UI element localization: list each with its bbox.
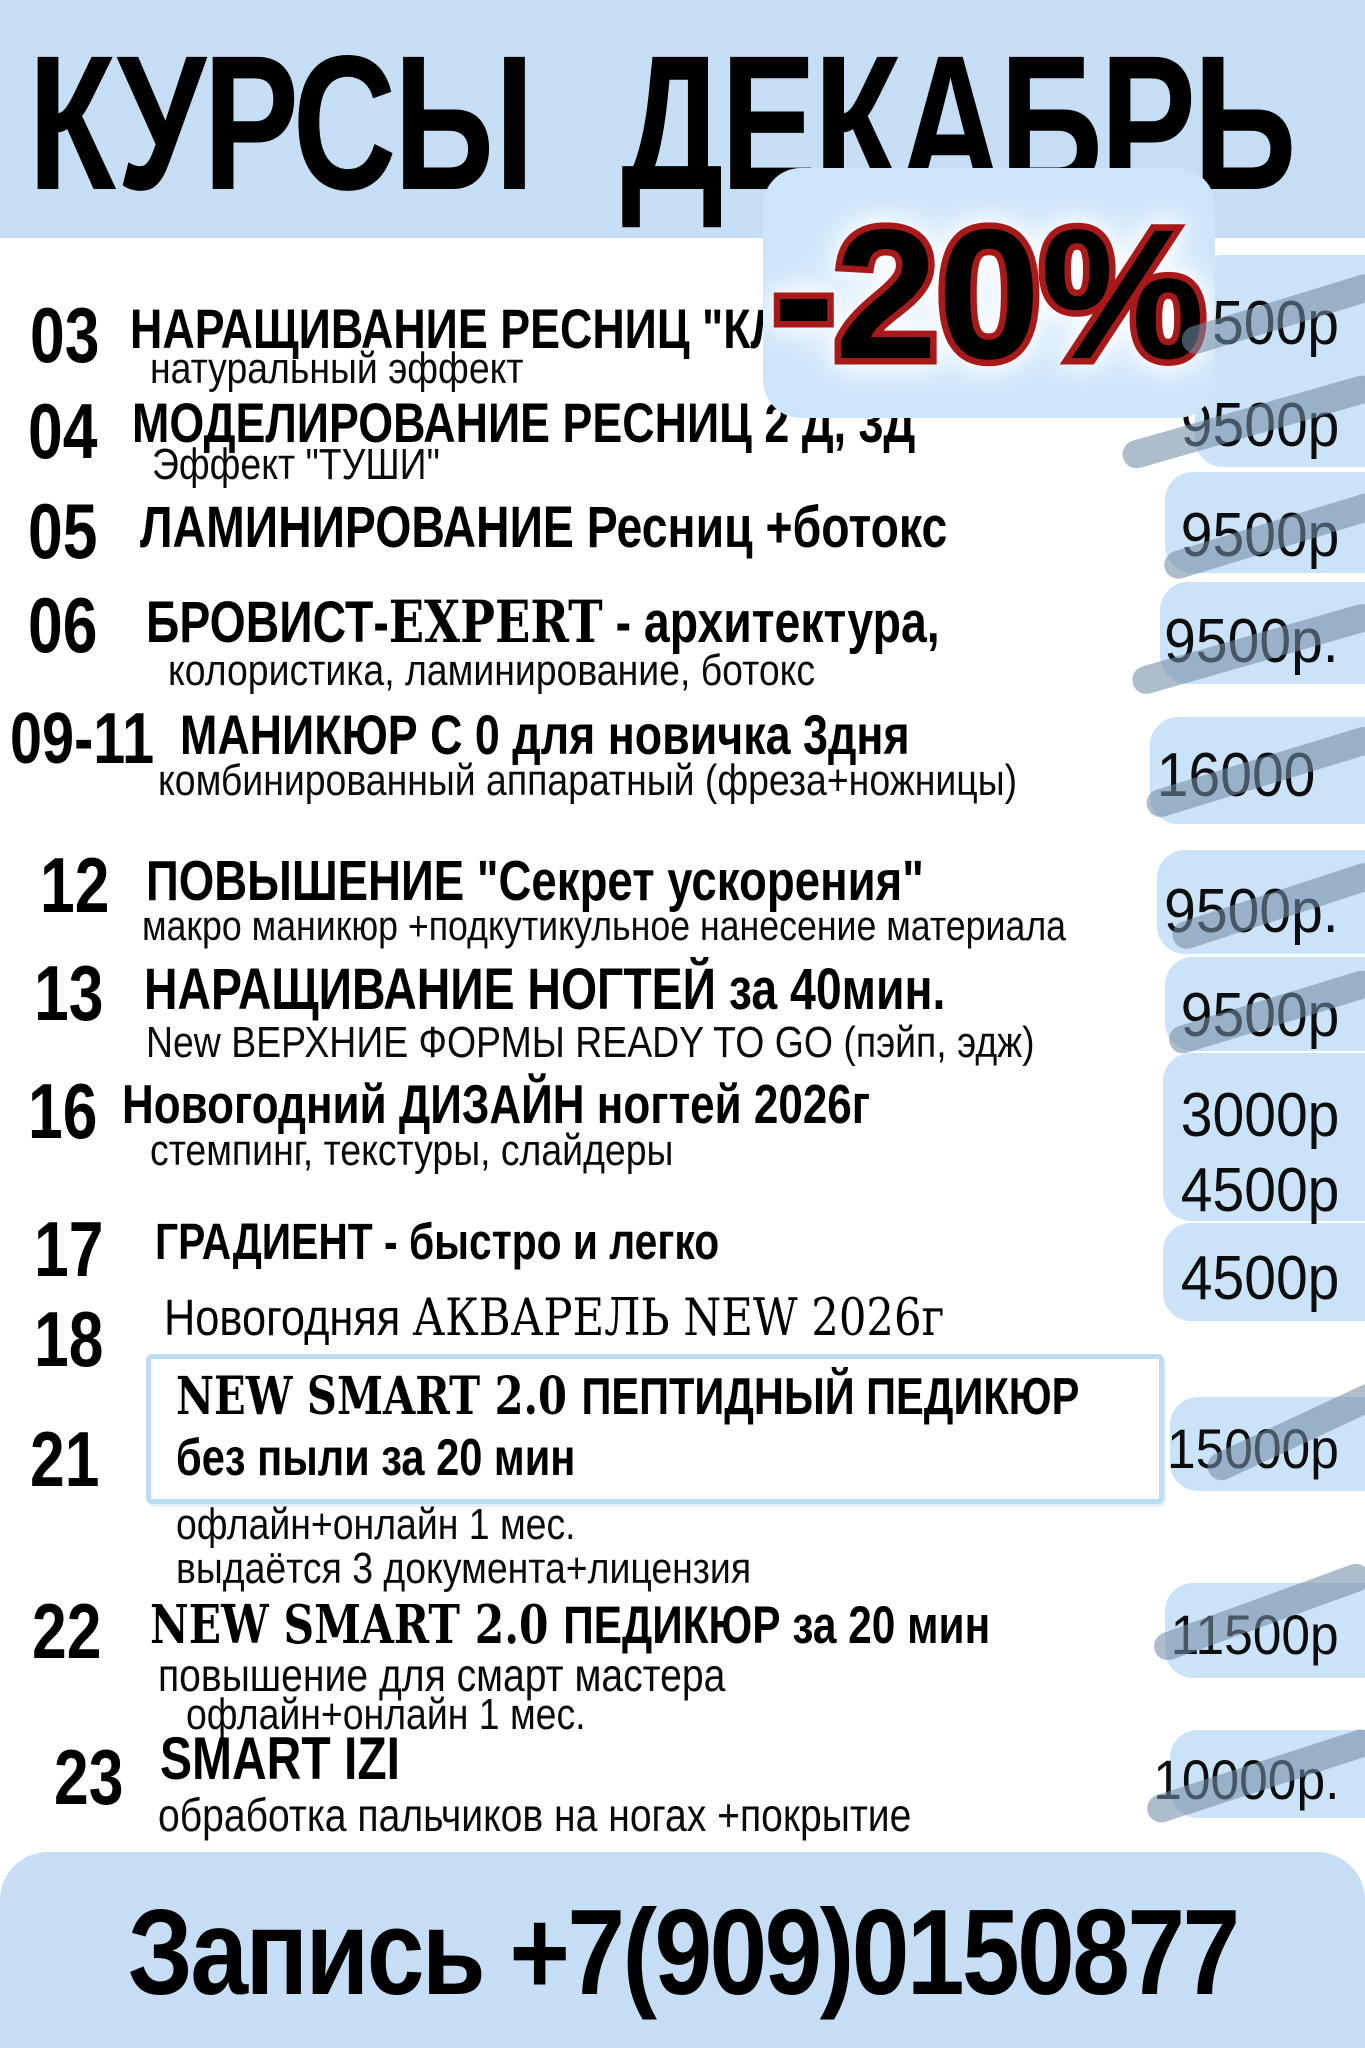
course-subtitle: повышение для смарт мастера	[158, 1649, 726, 1701]
course-subtitle: макро маникюр +подкутикульное нанесение …	[142, 902, 1067, 949]
date-label: 17	[34, 1205, 104, 1293]
date-label: 09-11	[10, 699, 155, 779]
price-box	[1163, 1223, 1365, 1321]
course-subtitle: офлайн+онлайн 1 мес.	[186, 1690, 586, 1739]
discount-badge-art: -20%	[767, 186, 1212, 405]
course-title: SMART IZI	[160, 1725, 400, 1792]
highlight-box	[146, 1354, 1164, 1504]
date-label: 06	[28, 581, 98, 669]
course-subtitle: стемпинг, текстуры, слайдеры	[150, 1126, 674, 1175]
date-label: 22	[32, 1587, 102, 1675]
date-label: 12	[40, 841, 110, 929]
course-title: Новогодний ДИЗАЙН ногтей 2026г	[122, 1073, 871, 1135]
discount-badge: -20%	[763, 168, 1215, 418]
date-label: 16	[28, 1067, 98, 1155]
course-title: ЛАМИНИРОВАНИЕ Ресниц +ботокс	[140, 495, 948, 560]
course-subtitle: New ВЕРХНИЕ ФОРМЫ READY TO GO (пэйп, эдж…	[146, 1018, 1035, 1067]
course-title: ГРАДИЕНТ - быстро и легко	[155, 1213, 720, 1270]
price-box	[1163, 1053, 1365, 1221]
price-tag: 4500р	[1180, 1244, 1339, 1313]
discount-badge-text: -20%	[773, 192, 1205, 398]
course-title: ПОВЫШЕНИЕ "Секрет ускорения"	[146, 849, 924, 913]
date-label: 13	[34, 949, 104, 1037]
course-title: БРОВИСТ-EXPERT - архитектура,	[146, 588, 940, 656]
course-subtitle: офлайн+онлайн 1 мес.	[176, 1500, 576, 1549]
course-title: МАНИКЮР С 0 для новичка 3дня	[180, 703, 910, 766]
course-subtitle: комбинированный аппаратный (фреза+ножниц…	[158, 756, 1018, 805]
date-label: 04	[28, 387, 98, 475]
price-tag: 3000р	[1180, 1081, 1339, 1150]
course-subtitle: Эффект "ТУШИ"	[152, 440, 440, 489]
price-tag: 4500р	[1180, 1156, 1339, 1225]
course-subtitle: колористика, ламинирование, ботокс	[168, 646, 816, 695]
date-label: 23	[54, 1733, 124, 1821]
date-label: 21	[30, 1415, 100, 1503]
course-subtitle: обработка пальчиков на ногах +покрытие	[158, 1789, 912, 1841]
phone-number: Запись +7(909)0150877	[127, 1884, 1240, 2020]
course-title: NEW SMART 2.0 ПЕДИКЮР за 20 мин	[150, 1594, 991, 1656]
course-subtitle: натуральный эффект	[150, 344, 524, 393]
course-title: Новогодняя АКВАРЕЛЬ NEW 2026г	[164, 1289, 945, 1348]
date-label: 18	[34, 1295, 104, 1383]
course-title: NEW SMART 2.0 ПЕПТИДНЫЙ ПЕДИКЮР	[176, 1366, 1080, 1427]
date-label: 03	[30, 291, 100, 379]
course-subtitle: выдаётся 3 документа+лицензия	[176, 1544, 752, 1593]
course-title: НАРАЩИВАНИЕ НОГТЕЙ за 40мин.	[144, 957, 946, 1022]
footer-band	[0, 1852, 1365, 2048]
date-label: 05	[28, 487, 98, 575]
course-title: НАРАЩИВАНИЕ РЕСНИЦ "КЛА	[130, 297, 815, 360]
course-title-line2: без пыли за 20 мин	[176, 1429, 576, 1487]
